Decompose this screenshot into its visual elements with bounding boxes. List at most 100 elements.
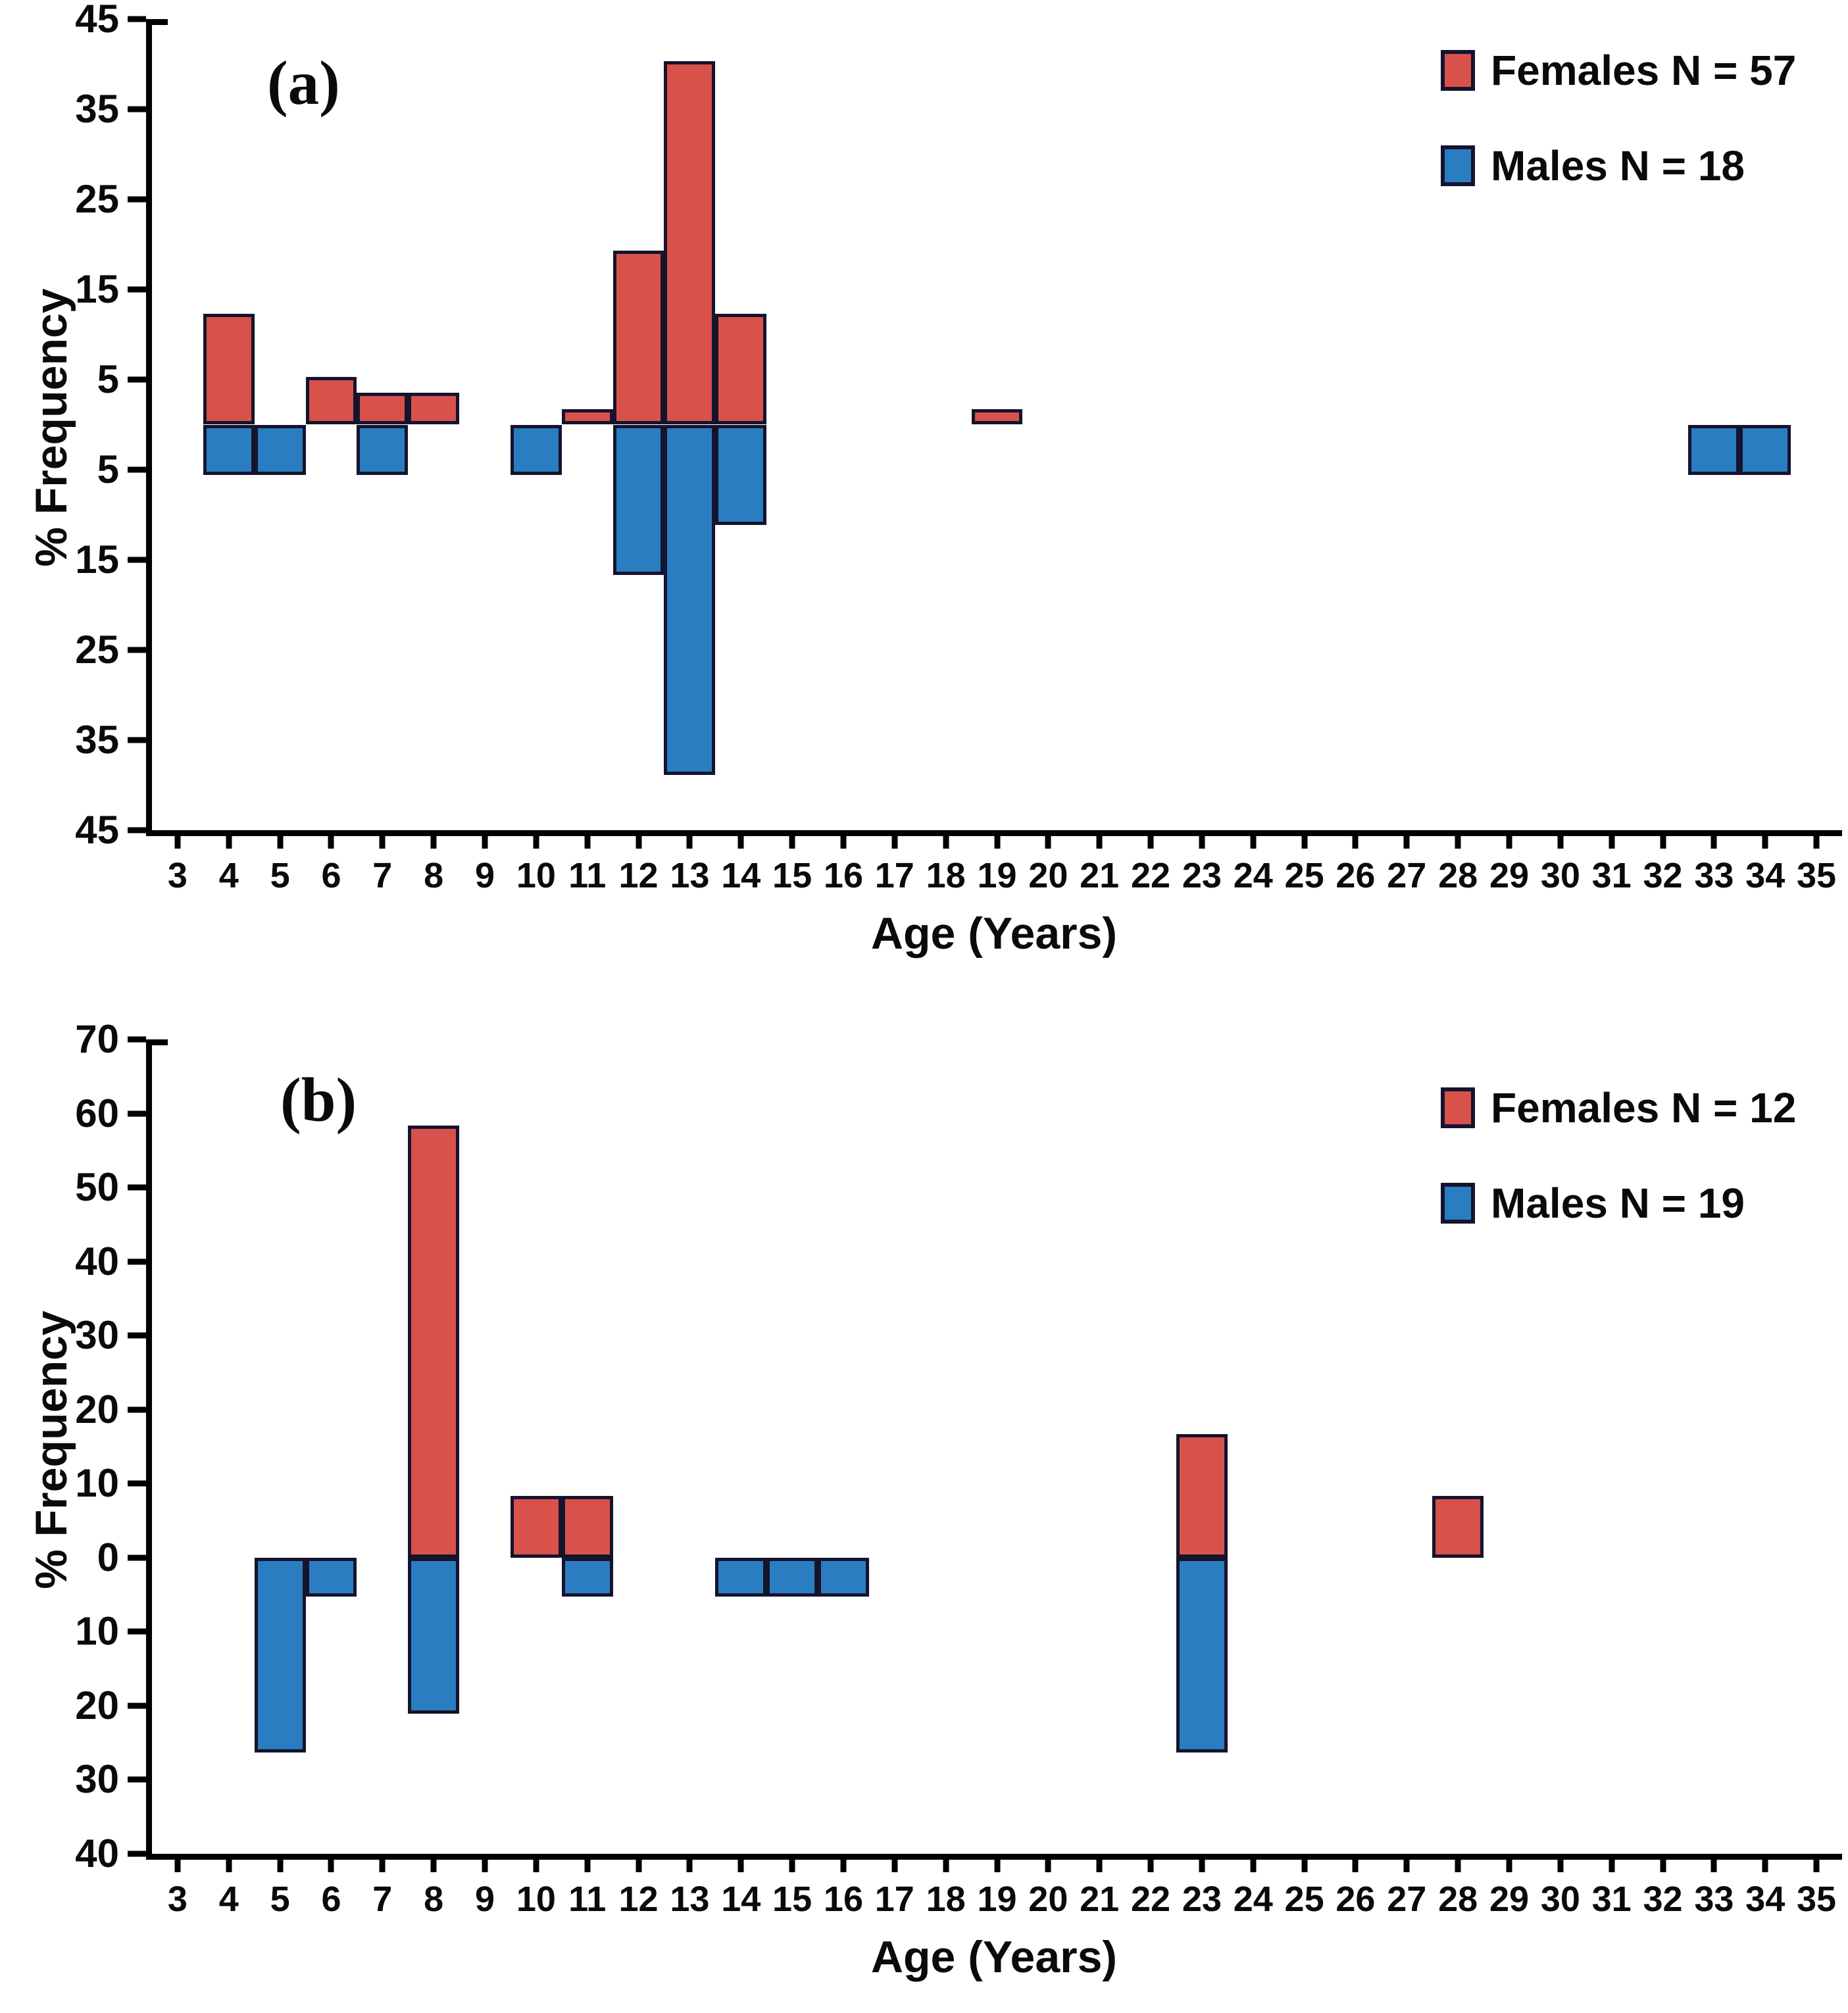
y-tick-a-25 <box>128 196 146 203</box>
y-tick-a--15 <box>128 557 146 563</box>
y-tick-label-b--10: 10 <box>75 1609 119 1654</box>
y-tick-label-a-25: 25 <box>75 176 119 221</box>
y-tick-label-b--40: 40 <box>75 1831 119 1876</box>
x-tick-label-a-18: 18 <box>926 856 966 895</box>
x-tick-b-21 <box>1096 1854 1103 1872</box>
x-tick-b-32 <box>1660 1854 1666 1872</box>
x-tick-label-b-20: 20 <box>1028 1879 1068 1919</box>
x-tick-label-b-30: 30 <box>1540 1879 1580 1919</box>
x-tick-label-b-7: 7 <box>372 1879 393 1919</box>
y-tick-label-b-60: 60 <box>75 1091 119 1135</box>
x-tick-label-b-10: 10 <box>516 1879 556 1919</box>
x-tick-label-a-4: 4 <box>218 856 239 895</box>
x-tick-a-6 <box>328 830 334 849</box>
legend-label-b-females: Females N = 12 <box>1491 1084 1797 1131</box>
x-tick-a-19 <box>994 830 1000 849</box>
y-tick-b-60 <box>128 1110 146 1117</box>
y-tick-label-a--35: 35 <box>75 717 119 762</box>
x-tick-label-b-28: 28 <box>1438 1879 1478 1919</box>
x-tick-b-19 <box>994 1854 1000 1872</box>
x-tick-label-a-7: 7 <box>372 856 393 895</box>
x-tick-a-4 <box>226 830 232 849</box>
x-tick-label-a-20: 20 <box>1028 856 1068 895</box>
bar-b-males-age-14 <box>715 1557 767 1597</box>
y-axis-top-cap-a <box>151 19 168 25</box>
y-tick-a-5 <box>128 376 146 383</box>
x-tick-a-33 <box>1711 830 1717 849</box>
x-tick-label-b-24: 24 <box>1233 1879 1273 1919</box>
y-tick-a-15 <box>128 286 146 293</box>
legend-row-b-males: Males N = 19 <box>1441 1182 1745 1224</box>
x-tick-label-a-26: 26 <box>1336 856 1376 895</box>
x-tick-a-11 <box>584 830 591 849</box>
bar-a-males-age-5 <box>254 424 306 475</box>
x-tick-b-11 <box>584 1854 591 1872</box>
x-tick-label-a-14: 14 <box>721 856 761 895</box>
x-tick-b-7 <box>379 1854 386 1872</box>
x-tick-b-34 <box>1762 1854 1768 1872</box>
bar-a-males-age-13 <box>664 424 716 776</box>
x-tick-label-a-6: 6 <box>321 856 341 895</box>
x-tick-label-b-26: 26 <box>1336 1879 1376 1919</box>
x-tick-label-a-30: 30 <box>1540 856 1580 895</box>
y-tick-a--35 <box>128 737 146 743</box>
y-tick-label-b-10: 10 <box>75 1461 119 1506</box>
x-tick-b-29 <box>1506 1854 1512 1872</box>
y-tick-a--25 <box>128 647 146 653</box>
x-tick-label-b-4: 4 <box>218 1879 239 1919</box>
bar-a-males-age-34 <box>1739 424 1791 475</box>
bar-b-females-age-11 <box>561 1496 613 1558</box>
x-tick-b-26 <box>1352 1854 1359 1872</box>
x-tick-a-22 <box>1147 830 1154 849</box>
x-tick-b-24 <box>1250 1854 1257 1872</box>
x-axis-title-b: Age (Years) <box>870 1932 1118 1982</box>
legend-swatch-a-females <box>1441 50 1475 91</box>
bar-b-females-age-10 <box>510 1496 562 1558</box>
bar-b-males-age-11 <box>561 1557 613 1597</box>
x-tick-label-a-27: 27 <box>1387 856 1427 895</box>
x-tick-label-a-3: 3 <box>167 856 187 895</box>
x-tick-a-5 <box>277 830 284 849</box>
x-tick-a-15 <box>789 830 795 849</box>
x-tick-b-9 <box>482 1854 488 1872</box>
x-tick-label-b-5: 5 <box>270 1879 290 1919</box>
x-tick-label-b-33: 33 <box>1694 1879 1734 1919</box>
y-tick-b-50 <box>128 1184 146 1191</box>
y-tick-label-a-45: 45 <box>75 0 119 41</box>
y-tick-label-b-30: 30 <box>75 1313 119 1358</box>
x-tick-label-b-34: 34 <box>1745 1879 1786 1919</box>
x-tick-label-a-8: 8 <box>424 856 444 895</box>
bar-b-males-age-15 <box>766 1557 818 1597</box>
legend-label-a-males: Males N = 18 <box>1491 142 1745 189</box>
x-tick-b-15 <box>789 1854 795 1872</box>
x-tick-label-a-34: 34 <box>1745 856 1786 895</box>
x-tick-label-b-22: 22 <box>1130 1879 1171 1919</box>
x-tick-label-a-25: 25 <box>1284 856 1324 895</box>
x-tick-label-a-9: 9 <box>474 856 495 895</box>
x-tick-label-b-35: 35 <box>1797 1879 1837 1919</box>
x-tick-a-20 <box>1045 830 1051 849</box>
x-tick-a-23 <box>1199 830 1205 849</box>
bar-b-females-age-28 <box>1432 1496 1484 1558</box>
bar-b-males-age-16 <box>818 1557 869 1597</box>
x-tick-a-9 <box>482 830 488 849</box>
x-tick-label-a-13: 13 <box>670 856 710 895</box>
plot-area-b: 70 60 50 40 30 20 10 0 10 20 30 40 3 4 5 6 7 8 9 10 11 12 13 14… <box>75 1020 1842 1917</box>
legend-label-a-females: Females N = 57 <box>1491 47 1797 94</box>
y-tick-label-a-35: 35 <box>75 86 119 131</box>
legend-row-b-females: Females N = 12 <box>1441 1087 1796 1129</box>
bar-a-females-age-14 <box>715 314 767 425</box>
y-tick-label-b-50: 50 <box>75 1165 119 1210</box>
x-tick-label-a-28: 28 <box>1438 856 1478 895</box>
x-tick-label-b-27: 27 <box>1387 1879 1427 1919</box>
x-tick-a-14 <box>737 830 744 849</box>
y-axis-title-b: % Frequency <box>26 1310 76 1589</box>
x-tick-label-b-14: 14 <box>721 1879 761 1919</box>
bar-a-males-age-4 <box>203 424 255 475</box>
plot-area-a: 45 35 25 15 5 5 15 25 35 45 3 4 5 6 7 8 9 10 11 12 13 14 15 16 1… <box>75 0 1842 893</box>
x-tick-a-10 <box>533 830 539 849</box>
x-tick-label-b-25: 25 <box>1284 1879 1324 1919</box>
x-tick-label-b-18: 18 <box>926 1879 966 1919</box>
y-tick-b--40 <box>128 1851 146 1857</box>
